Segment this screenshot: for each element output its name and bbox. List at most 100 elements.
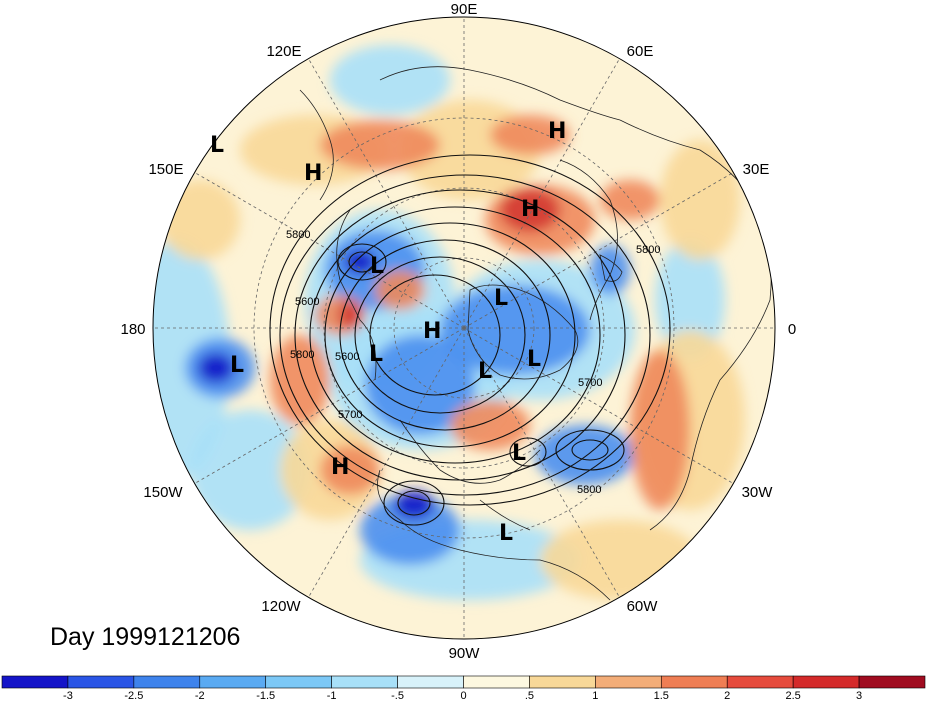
contour-label: 5600	[295, 296, 319, 308]
colorbar-swatch	[1, 675, 69, 689]
anomaly-blob	[660, 140, 740, 260]
colorbar-tick-label: 1	[592, 690, 598, 702]
low-center-contour	[555, 429, 625, 471]
anomaly-blob	[630, 350, 690, 510]
low-pressure-label: L	[369, 342, 383, 367]
height-contour	[309, 206, 601, 464]
low-pressure-label: L	[210, 133, 224, 158]
colorbar-swatch	[397, 675, 464, 689]
anomaly-blob	[490, 115, 570, 155]
anomaly-shading	[153, 45, 745, 600]
low-center-contour	[397, 490, 431, 516]
anomaly-blob	[540, 520, 700, 600]
map-disk	[153, 17, 775, 639]
meridian-line	[463, 58, 620, 329]
height-contour	[339, 239, 551, 431]
colorbar-tick-label: 2.5	[785, 690, 800, 702]
longitude-label: 120E	[266, 43, 301, 60]
colorbar-tick-label: -.5	[391, 690, 404, 702]
colorbar-swatch	[133, 675, 201, 689]
anomaly-blob	[360, 495, 460, 565]
meridian-line	[463, 327, 620, 598]
low-pressure-label: L	[230, 353, 244, 378]
date-label: Day 1999121206	[50, 623, 240, 651]
longitude-label: 60W	[627, 598, 659, 615]
anomaly-blob	[535, 425, 635, 485]
contour-label: 5800	[577, 484, 601, 496]
anomaly-blob	[365, 335, 475, 435]
colorbar-swatch	[660, 675, 728, 689]
high-pressure-label: H	[304, 161, 322, 186]
height-contour	[354, 256, 526, 414]
height-contours	[269, 154, 671, 526]
high-pressure-label: H	[548, 119, 566, 144]
coastline	[377, 469, 611, 601]
height-contour	[369, 274, 501, 396]
coastline	[599, 254, 623, 282]
colorbar-tick-label: -2	[195, 690, 205, 702]
colorbar-swatch	[858, 675, 926, 689]
coastline	[479, 499, 531, 531]
colorbar-swatch	[463, 675, 530, 689]
anomaly-blob	[450, 400, 530, 450]
colorbar-tick-label: 0	[460, 690, 466, 702]
anomaly-blob	[153, 240, 230, 480]
colorbar: -3 -2.5 -2 -1.5 -1 -.5 0 .5 1 1.5 2 2.5 3	[1, 675, 926, 702]
longitude-label: 90W	[449, 645, 481, 662]
anomaly-blob	[320, 120, 440, 170]
map-boundary	[152, 16, 776, 640]
high-pressure-label: H	[521, 197, 539, 222]
meridian-line	[308, 327, 465, 598]
low-center-contour	[383, 480, 445, 526]
height-contour	[294, 189, 626, 481]
coastline	[467, 284, 579, 380]
low-pressure-label: L	[494, 286, 508, 311]
high-pressure-label: H	[423, 319, 441, 344]
contour-label: 5700	[578, 377, 602, 389]
longitude-label: 30W	[742, 484, 774, 501]
longitude-label: 30E	[743, 161, 770, 178]
high-pressure-label: H	[331, 455, 349, 480]
colorbar-swatch	[726, 675, 794, 689]
contour-label: 5700	[338, 409, 362, 421]
low-center-contour	[509, 437, 547, 467]
low-center-contour	[348, 251, 376, 273]
low-pressure-label: L	[370, 254, 384, 279]
contour-label: 5800	[290, 349, 314, 361]
meridian-line	[463, 172, 734, 329]
colorbar-tick-label: -2.5	[124, 690, 143, 702]
low-pressure-label: L	[527, 347, 541, 372]
meridian-line	[194, 327, 465, 484]
low-center-contour	[571, 439, 609, 461]
colorbar-tick-label: 2	[724, 690, 730, 702]
contour-label: 5600	[335, 351, 359, 363]
contour-label-layer: 5800 5600 5800 5600 5700 5800 5700 5800	[286, 229, 660, 496]
longitude-label: 180	[120, 321, 145, 338]
low-center-contour	[337, 243, 387, 281]
height-contour	[324, 222, 576, 448]
colorbar-tick-label: -3	[63, 690, 73, 702]
low-pressure-label: L	[499, 521, 513, 546]
anomaly-blob	[198, 353, 234, 383]
contour-label: 5800	[636, 244, 660, 256]
longitude-label: 150W	[143, 484, 183, 501]
meridian-line	[463, 327, 734, 484]
colorbar-swatch	[265, 675, 332, 689]
longitude-label-layer: 90E 60E 30E 0 30W 60W 90W 120W 150W 180 150E 120E	[120, 1, 796, 662]
coastline	[619, 119, 772, 531]
colorbar-swatch	[792, 675, 860, 689]
pressure-center-layer: L H H H L L L H L L L L H L	[210, 119, 566, 546]
meridian-line	[194, 172, 465, 329]
colorbar-swatch	[529, 675, 596, 689]
height-contour	[269, 154, 671, 506]
coastline	[336, 209, 377, 381]
low-pressure-label: L	[478, 359, 492, 384]
parallel-circle	[393, 257, 535, 399]
low-pressure-label: L	[512, 441, 526, 466]
colorbar-tick-label: .5	[525, 690, 534, 702]
anomaly-blob	[655, 240, 725, 360]
height-contour	[279, 174, 651, 496]
parallel-circle	[323, 187, 605, 469]
colorbar-tick-label: 3	[856, 690, 862, 702]
coastline	[299, 89, 334, 201]
